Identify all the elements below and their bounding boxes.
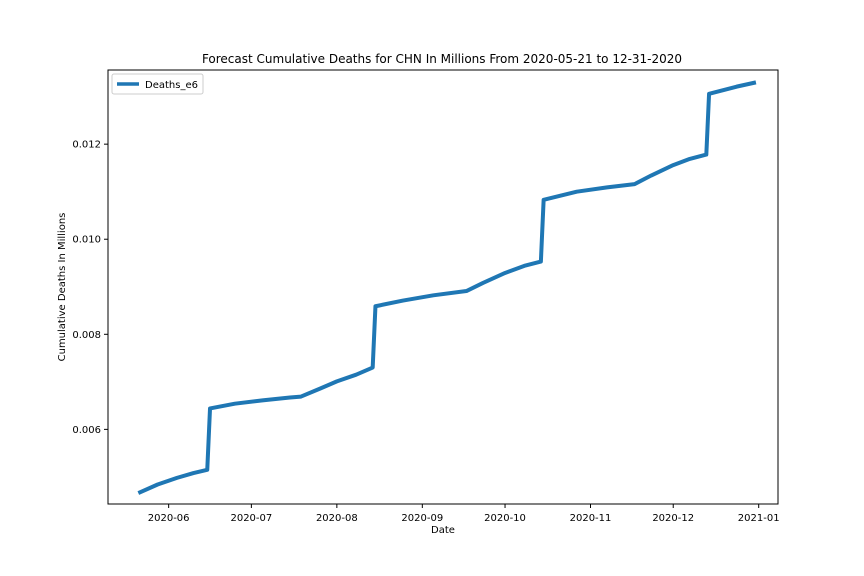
x-tick-label: 2020-06: [148, 513, 190, 524]
x-tick-label: 2020-09: [401, 513, 443, 524]
legend: Deaths_e6: [111, 73, 204, 95]
legend-label: Deaths_e6: [145, 80, 198, 91]
y-tick-label: 0.008: [72, 330, 101, 341]
x-axis-label: Date: [431, 525, 455, 536]
chart-title: Forecast Cumulative Deaths for CHN In Mi…: [202, 52, 682, 66]
x-tick-label: 2020-10: [484, 513, 526, 524]
x-axis: 2020-06 2020-07 2020-08 2020-09 2020-10 2020-…: [148, 504, 780, 524]
y-tick-label: 0.006: [72, 425, 101, 436]
plot-area: [107, 69, 779, 505]
x-tick-label: 2020-08: [316, 513, 358, 524]
x-tick-label: 2020-12: [652, 513, 694, 524]
legend-box: [111, 73, 204, 95]
series-line-deaths-e6: [137, 80, 757, 495]
x-tick-label: 2020-11: [570, 513, 612, 524]
y-tick-label: 0.012: [72, 140, 101, 151]
y-axis-label: Cumulative Deaths In Millions: [57, 213, 68, 362]
series-group: [137, 80, 757, 495]
y-tick-label: 0.010: [72, 235, 101, 246]
x-tick-label: 2020-07: [230, 513, 272, 524]
y-axis: 0.006 0.008 0.010 0.012: [72, 140, 108, 436]
x-tick-label: 2021-01: [738, 513, 780, 524]
